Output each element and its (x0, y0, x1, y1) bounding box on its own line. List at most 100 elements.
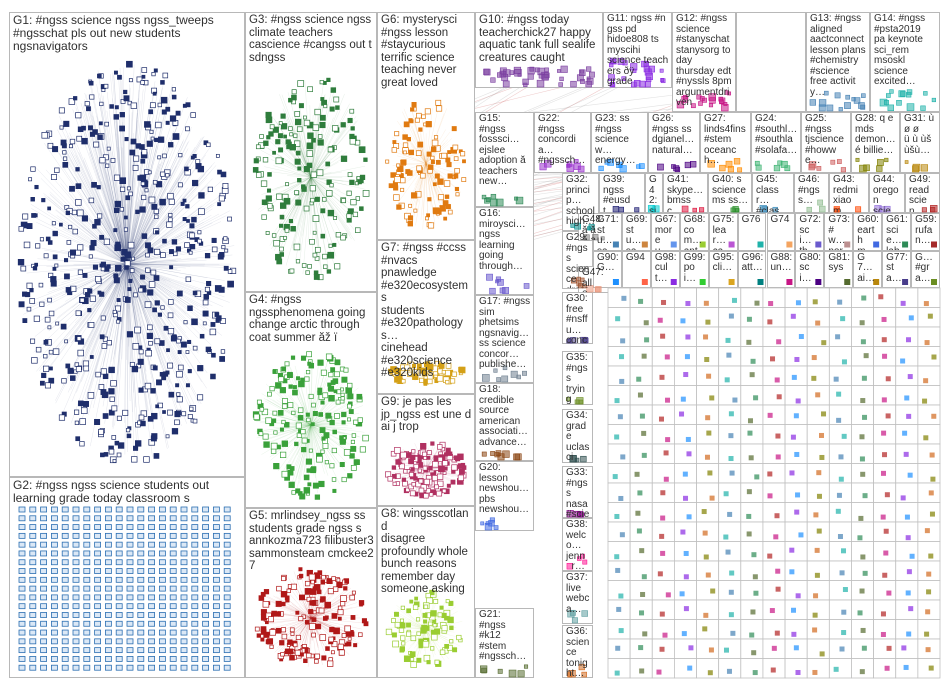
nodes-g10 (483, 65, 595, 88)
node (403, 655, 411, 662)
node (51, 515, 58, 522)
nodes-g41 (681, 205, 705, 213)
node (191, 612, 199, 618)
tile (696, 638, 720, 659)
tile (873, 580, 897, 601)
node (62, 161, 69, 168)
node (29, 541, 37, 548)
node (665, 437, 671, 443)
node (859, 588, 865, 594)
node (350, 615, 356, 620)
node (437, 456, 443, 462)
edge (310, 424, 340, 484)
node (729, 570, 735, 576)
node (126, 550, 134, 557)
tile (806, 482, 830, 503)
node (322, 616, 328, 621)
edge (126, 252, 176, 265)
node (497, 668, 503, 674)
node (836, 492, 842, 498)
edge (113, 263, 128, 360)
edge (126, 263, 196, 293)
node (421, 370, 428, 377)
node (658, 416, 664, 422)
node (18, 568, 26, 574)
node (409, 651, 416, 657)
node (320, 208, 326, 214)
edge (296, 424, 312, 490)
node (61, 620, 69, 627)
edge (117, 263, 128, 407)
node (798, 334, 804, 340)
node (560, 65, 568, 73)
node (87, 288, 93, 294)
node (416, 631, 421, 636)
edge (33, 263, 128, 353)
node (431, 634, 438, 641)
node (169, 594, 177, 601)
node (275, 627, 282, 634)
edge (396, 616, 427, 630)
node (816, 493, 822, 499)
edge (264, 176, 312, 201)
edge (126, 263, 195, 404)
edge (310, 122, 330, 178)
node (75, 183, 82, 189)
node (326, 179, 332, 185)
node (638, 298, 644, 304)
node (609, 57, 617, 65)
node (59, 125, 64, 130)
node (906, 103, 915, 111)
edge (126, 263, 195, 413)
edge (126, 263, 165, 330)
edge (62, 228, 128, 265)
node (905, 535, 911, 541)
node (151, 412, 158, 420)
tile (917, 443, 941, 464)
node (298, 567, 303, 572)
node (615, 645, 621, 651)
node (191, 550, 199, 557)
node (126, 559, 134, 566)
node (216, 315, 222, 321)
node (212, 612, 220, 618)
node (137, 585, 145, 592)
edge (126, 194, 228, 265)
node (290, 631, 295, 636)
node (833, 666, 839, 672)
edge (310, 424, 346, 435)
edge (393, 609, 427, 630)
node (333, 216, 337, 220)
node (394, 621, 401, 628)
edge (289, 424, 312, 433)
node (409, 490, 416, 497)
node (105, 524, 112, 530)
node (844, 241, 851, 248)
node (410, 657, 415, 662)
node (614, 554, 620, 560)
node (659, 611, 665, 617)
node (347, 117, 353, 124)
node (168, 198, 175, 205)
node (105, 603, 112, 610)
node (425, 121, 432, 128)
node (795, 300, 801, 306)
edge (310, 176, 322, 279)
node (115, 585, 123, 592)
tile (740, 287, 764, 308)
edge (126, 263, 198, 298)
edge (126, 263, 196, 308)
node (818, 205, 826, 213)
node (437, 612, 443, 618)
edge (32, 216, 128, 265)
node (607, 158, 615, 166)
edge (262, 424, 312, 437)
node (311, 137, 316, 143)
node (18, 629, 26, 636)
node (115, 559, 123, 566)
node (169, 265, 174, 270)
node (664, 354, 670, 360)
tile (762, 385, 786, 406)
node (445, 204, 451, 210)
node (278, 147, 284, 153)
